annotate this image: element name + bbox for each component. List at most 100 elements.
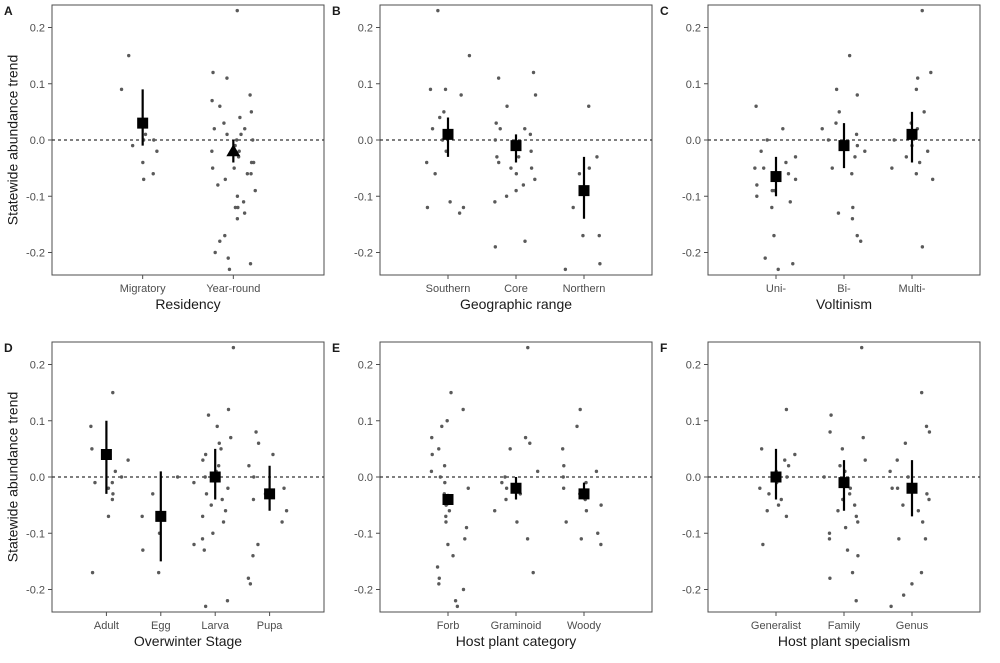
data-point — [914, 172, 919, 176]
y-tick-label: -0.2 — [354, 248, 373, 260]
data-point — [241, 200, 246, 204]
data-point — [498, 127, 502, 131]
estimate-marker — [510, 140, 522, 152]
estimate-marker — [209, 471, 221, 483]
estimate-marker — [770, 471, 782, 483]
data-point — [140, 514, 144, 519]
data-point — [915, 76, 920, 80]
data-point — [761, 166, 766, 170]
data-point — [838, 464, 842, 468]
data-point — [126, 458, 130, 462]
data-point — [830, 166, 834, 170]
data-point — [765, 509, 769, 513]
data-point — [211, 531, 215, 535]
data-point — [251, 554, 255, 558]
data-point — [435, 565, 440, 569]
data-point — [854, 132, 859, 137]
estimate-marker — [442, 128, 454, 140]
data-point — [786, 464, 791, 468]
data-point — [216, 183, 220, 187]
data-point — [924, 424, 929, 429]
panel-letter: D — [4, 341, 13, 355]
data-point — [829, 413, 833, 417]
x-tick-label: Forb — [437, 620, 460, 632]
data-point — [110, 480, 115, 485]
x-tick-label: Genus — [896, 620, 929, 632]
data-point — [897, 537, 901, 541]
data-point — [854, 599, 858, 603]
data-point — [765, 138, 769, 142]
data-point — [451, 554, 455, 558]
data-point — [457, 211, 462, 215]
data-point — [920, 8, 924, 13]
data-point — [436, 8, 440, 13]
data-point — [204, 492, 209, 496]
y-tick-label: 0.0 — [30, 472, 45, 484]
data-point — [827, 531, 832, 535]
data-point — [597, 233, 601, 238]
data-point — [253, 188, 257, 193]
data-point — [141, 160, 145, 165]
data-point — [820, 127, 824, 131]
data-point — [424, 160, 429, 165]
data-point — [919, 390, 924, 395]
data-point — [850, 570, 855, 575]
panel-frame — [51, 341, 325, 613]
y-tick-label: 0.1 — [358, 79, 373, 91]
x-tick-label: Uni- — [766, 283, 787, 295]
data-point — [493, 509, 497, 513]
data-point — [901, 593, 906, 597]
data-point — [212, 127, 217, 131]
data-point — [493, 200, 497, 204]
panel-f: F -0.2 -0.1 0.0 0.1 0.2 Generalist Family GenusH… — [660, 341, 981, 649]
data-point — [466, 486, 470, 490]
data-point — [459, 93, 463, 97]
estimate-marker — [770, 171, 782, 183]
data-point — [854, 514, 859, 519]
data-point — [596, 531, 600, 535]
data-point — [855, 233, 859, 238]
x-tick-label: Bi- — [837, 283, 851, 295]
data-point — [505, 104, 509, 108]
data-point — [156, 570, 161, 575]
data-point — [856, 520, 860, 524]
data-point — [920, 245, 925, 249]
data-point — [910, 582, 914, 586]
data-point — [847, 492, 852, 496]
x-tick-label: Multi- — [899, 283, 926, 295]
data-point — [521, 183, 526, 187]
data-point — [578, 407, 582, 412]
data-point — [793, 155, 798, 159]
data-point — [836, 509, 840, 513]
x-axis-title: Host plant specialism — [778, 633, 910, 649]
data-point — [213, 250, 217, 255]
data-point — [229, 435, 233, 440]
data-point — [444, 520, 448, 524]
data-point — [221, 520, 226, 524]
data-point — [779, 497, 783, 502]
data-point — [130, 143, 135, 148]
data-point — [890, 166, 894, 170]
x-tick-label: Family — [828, 620, 861, 632]
data-point — [110, 497, 115, 502]
data-point — [758, 486, 762, 490]
data-point — [859, 239, 863, 243]
data-point — [464, 525, 469, 530]
y-tick-label: 0.0 — [358, 135, 373, 147]
data-point — [827, 537, 832, 541]
y-tick-label: -0.2 — [682, 585, 701, 597]
x-tick-label: Core — [504, 283, 528, 295]
data-point — [239, 132, 243, 137]
data-point — [235, 138, 239, 142]
data-point — [837, 110, 841, 114]
data-point — [784, 407, 789, 412]
data-point — [93, 480, 97, 485]
data-point — [461, 587, 466, 592]
y-tick-label: 0.1 — [686, 416, 701, 428]
data-point — [834, 87, 839, 92]
estimate-marker — [906, 128, 918, 140]
data-point — [119, 475, 124, 479]
x-axis-title: Host plant category — [456, 633, 577, 649]
data-point — [192, 542, 196, 547]
data-point — [843, 525, 848, 530]
